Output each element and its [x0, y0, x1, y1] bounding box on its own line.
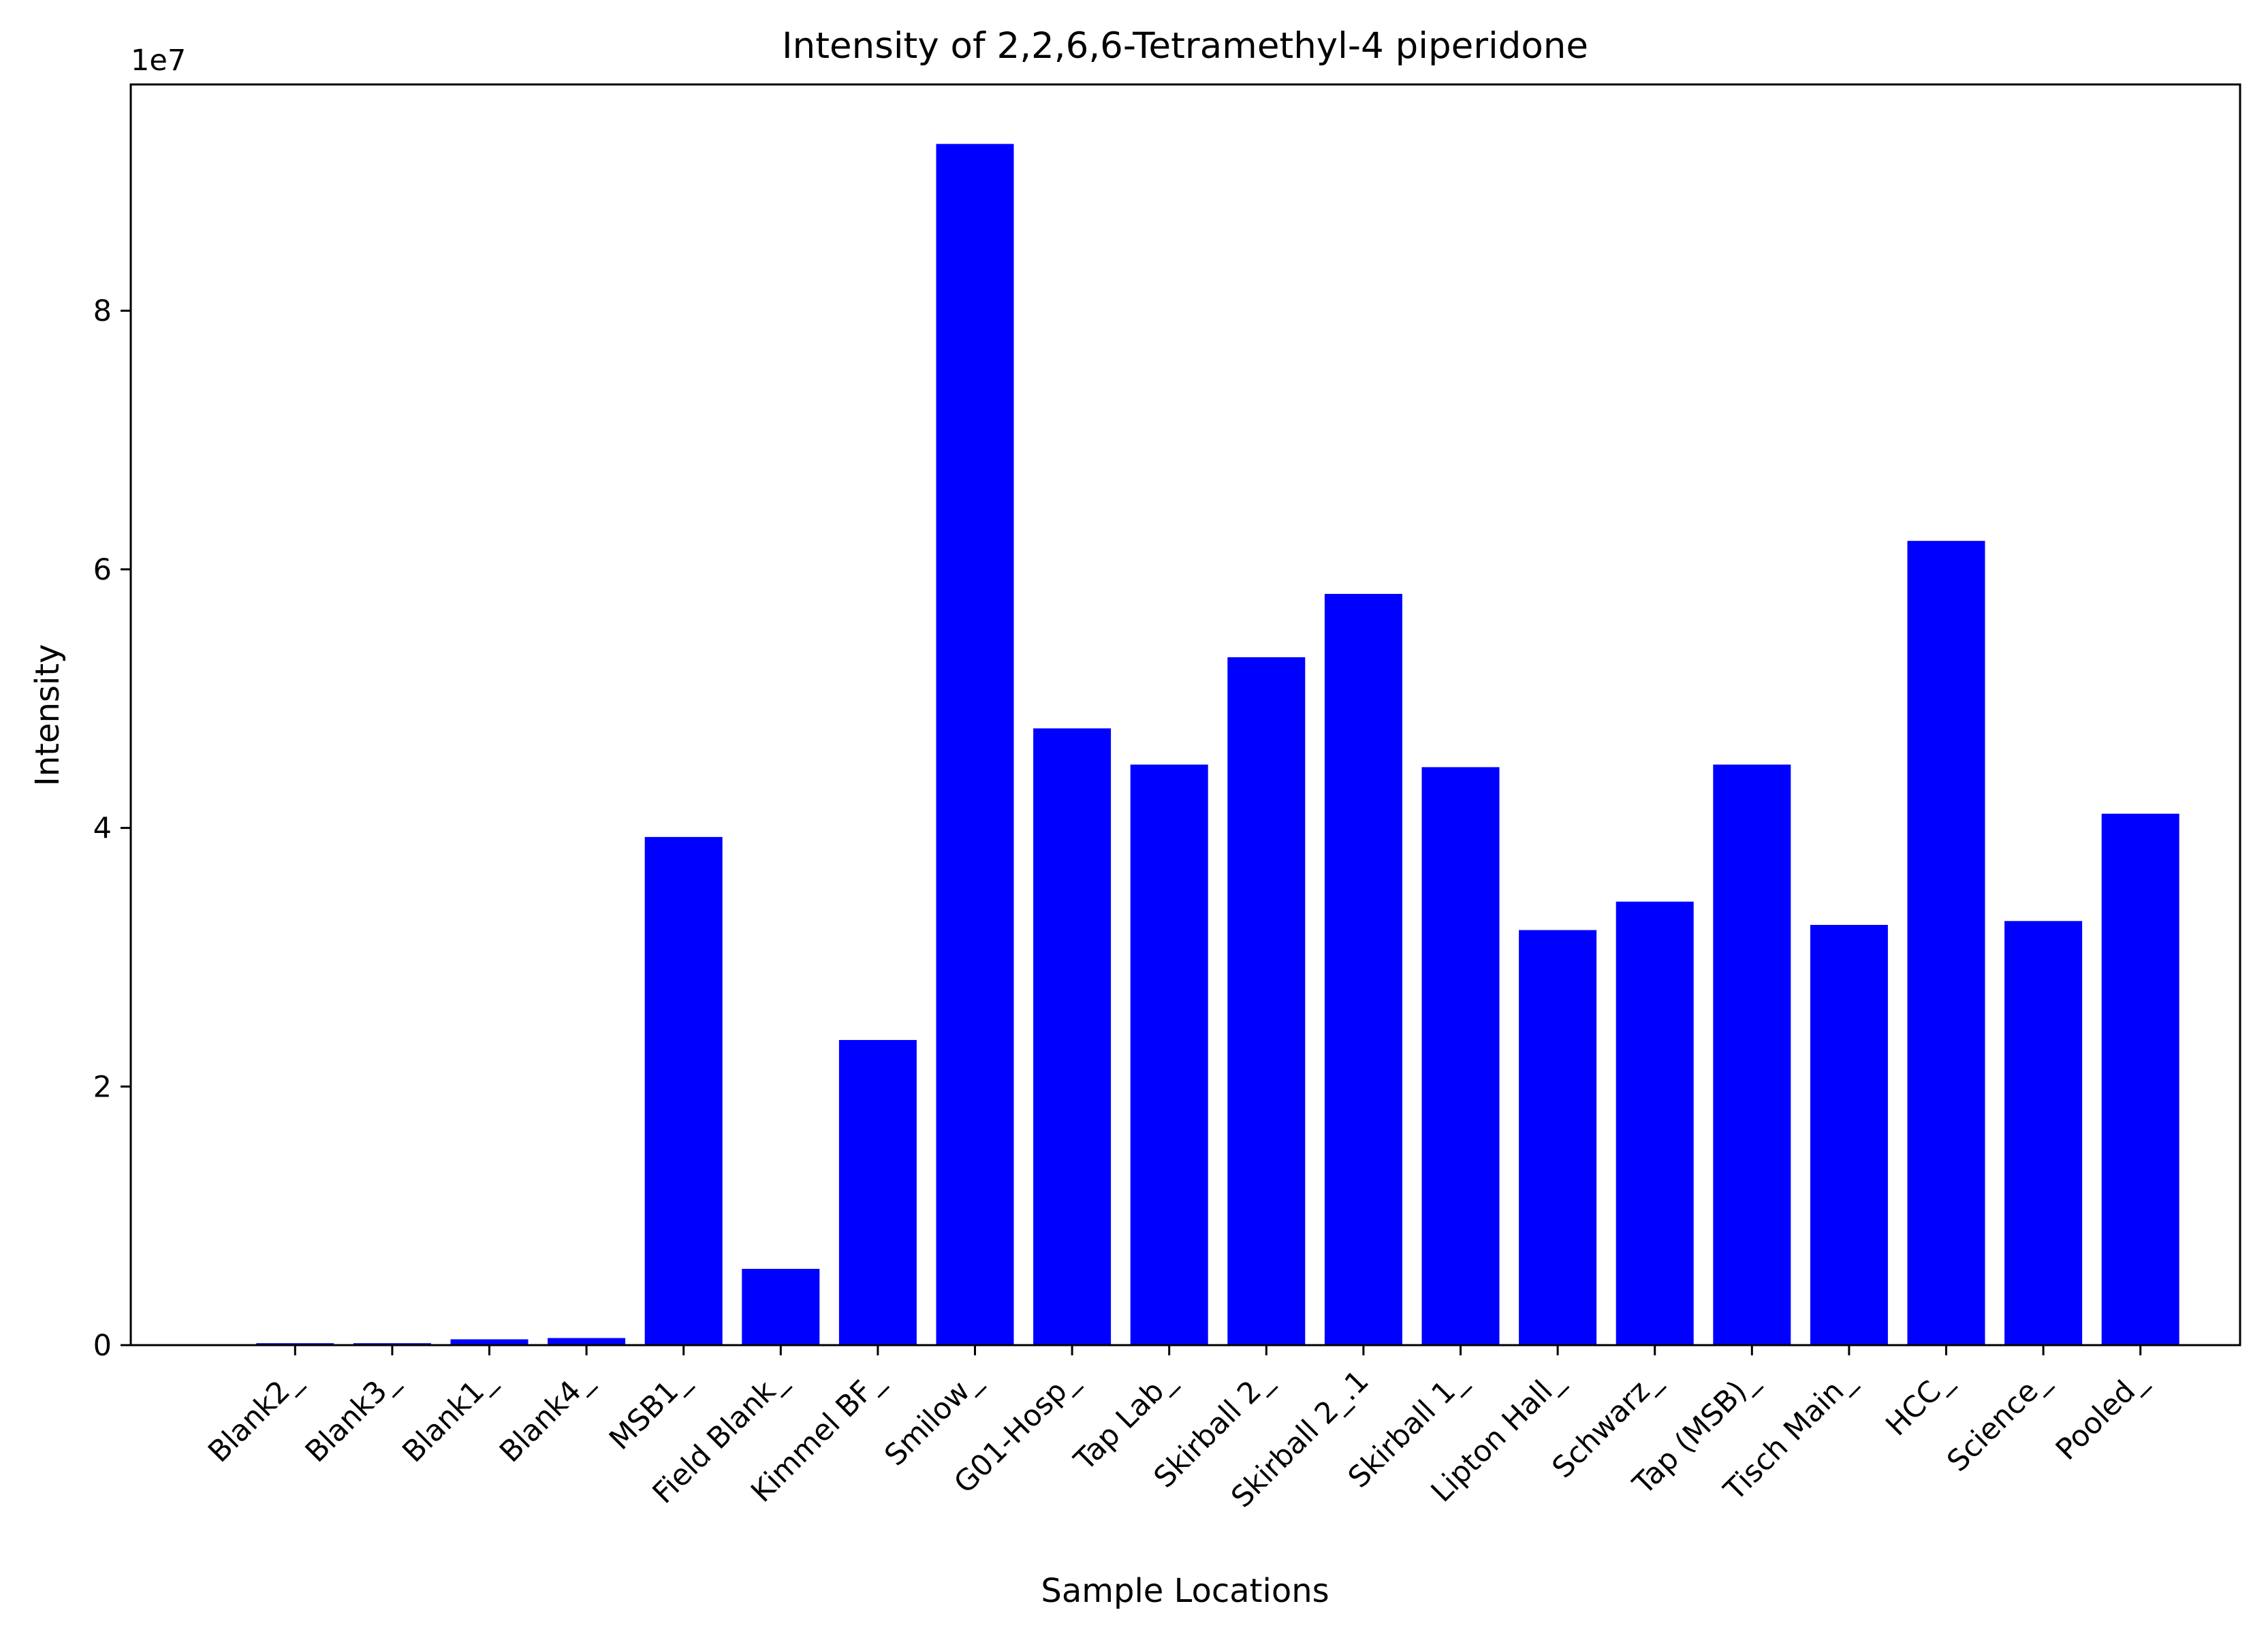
- bar: [1907, 541, 1985, 1345]
- bar: [644, 836, 723, 1345]
- bar: [1227, 657, 1306, 1345]
- chart-title: Intensity of 2,2,6,6-Tetramethyl-4 piper…: [782, 25, 1588, 67]
- bars-group: [256, 144, 2179, 1345]
- y-tick-label: 0: [93, 1329, 112, 1363]
- y-axis-label: Intensity: [29, 644, 67, 787]
- bar: [1421, 767, 1500, 1345]
- bar: [1616, 901, 1694, 1345]
- bar: [450, 1339, 529, 1345]
- bar: [1810, 925, 1888, 1345]
- bar: [2004, 921, 2083, 1345]
- bar: [838, 1039, 917, 1345]
- y-tick-label: 4: [93, 812, 112, 846]
- bar: [1519, 930, 1597, 1345]
- x-axis-label: Sample Locations: [1041, 1572, 1329, 1610]
- y-tick-label: 8: [93, 294, 112, 328]
- bar: [2101, 813, 2179, 1345]
- y-tick-label: 2: [93, 1070, 112, 1104]
- bar: [548, 1338, 626, 1345]
- y-tick-label: 6: [93, 553, 112, 587]
- bar: [1033, 728, 1112, 1345]
- y-axis-offset-label: 1e7: [131, 44, 186, 78]
- bar: [1130, 764, 1208, 1345]
- plot-frame: [129, 83, 2241, 1346]
- bar: [936, 144, 1014, 1345]
- bar: [1324, 593, 1402, 1345]
- y-axis-ticks: 0 2 4 6 8: [93, 294, 131, 1363]
- bar: [742, 1268, 820, 1345]
- bar: [1713, 764, 1791, 1345]
